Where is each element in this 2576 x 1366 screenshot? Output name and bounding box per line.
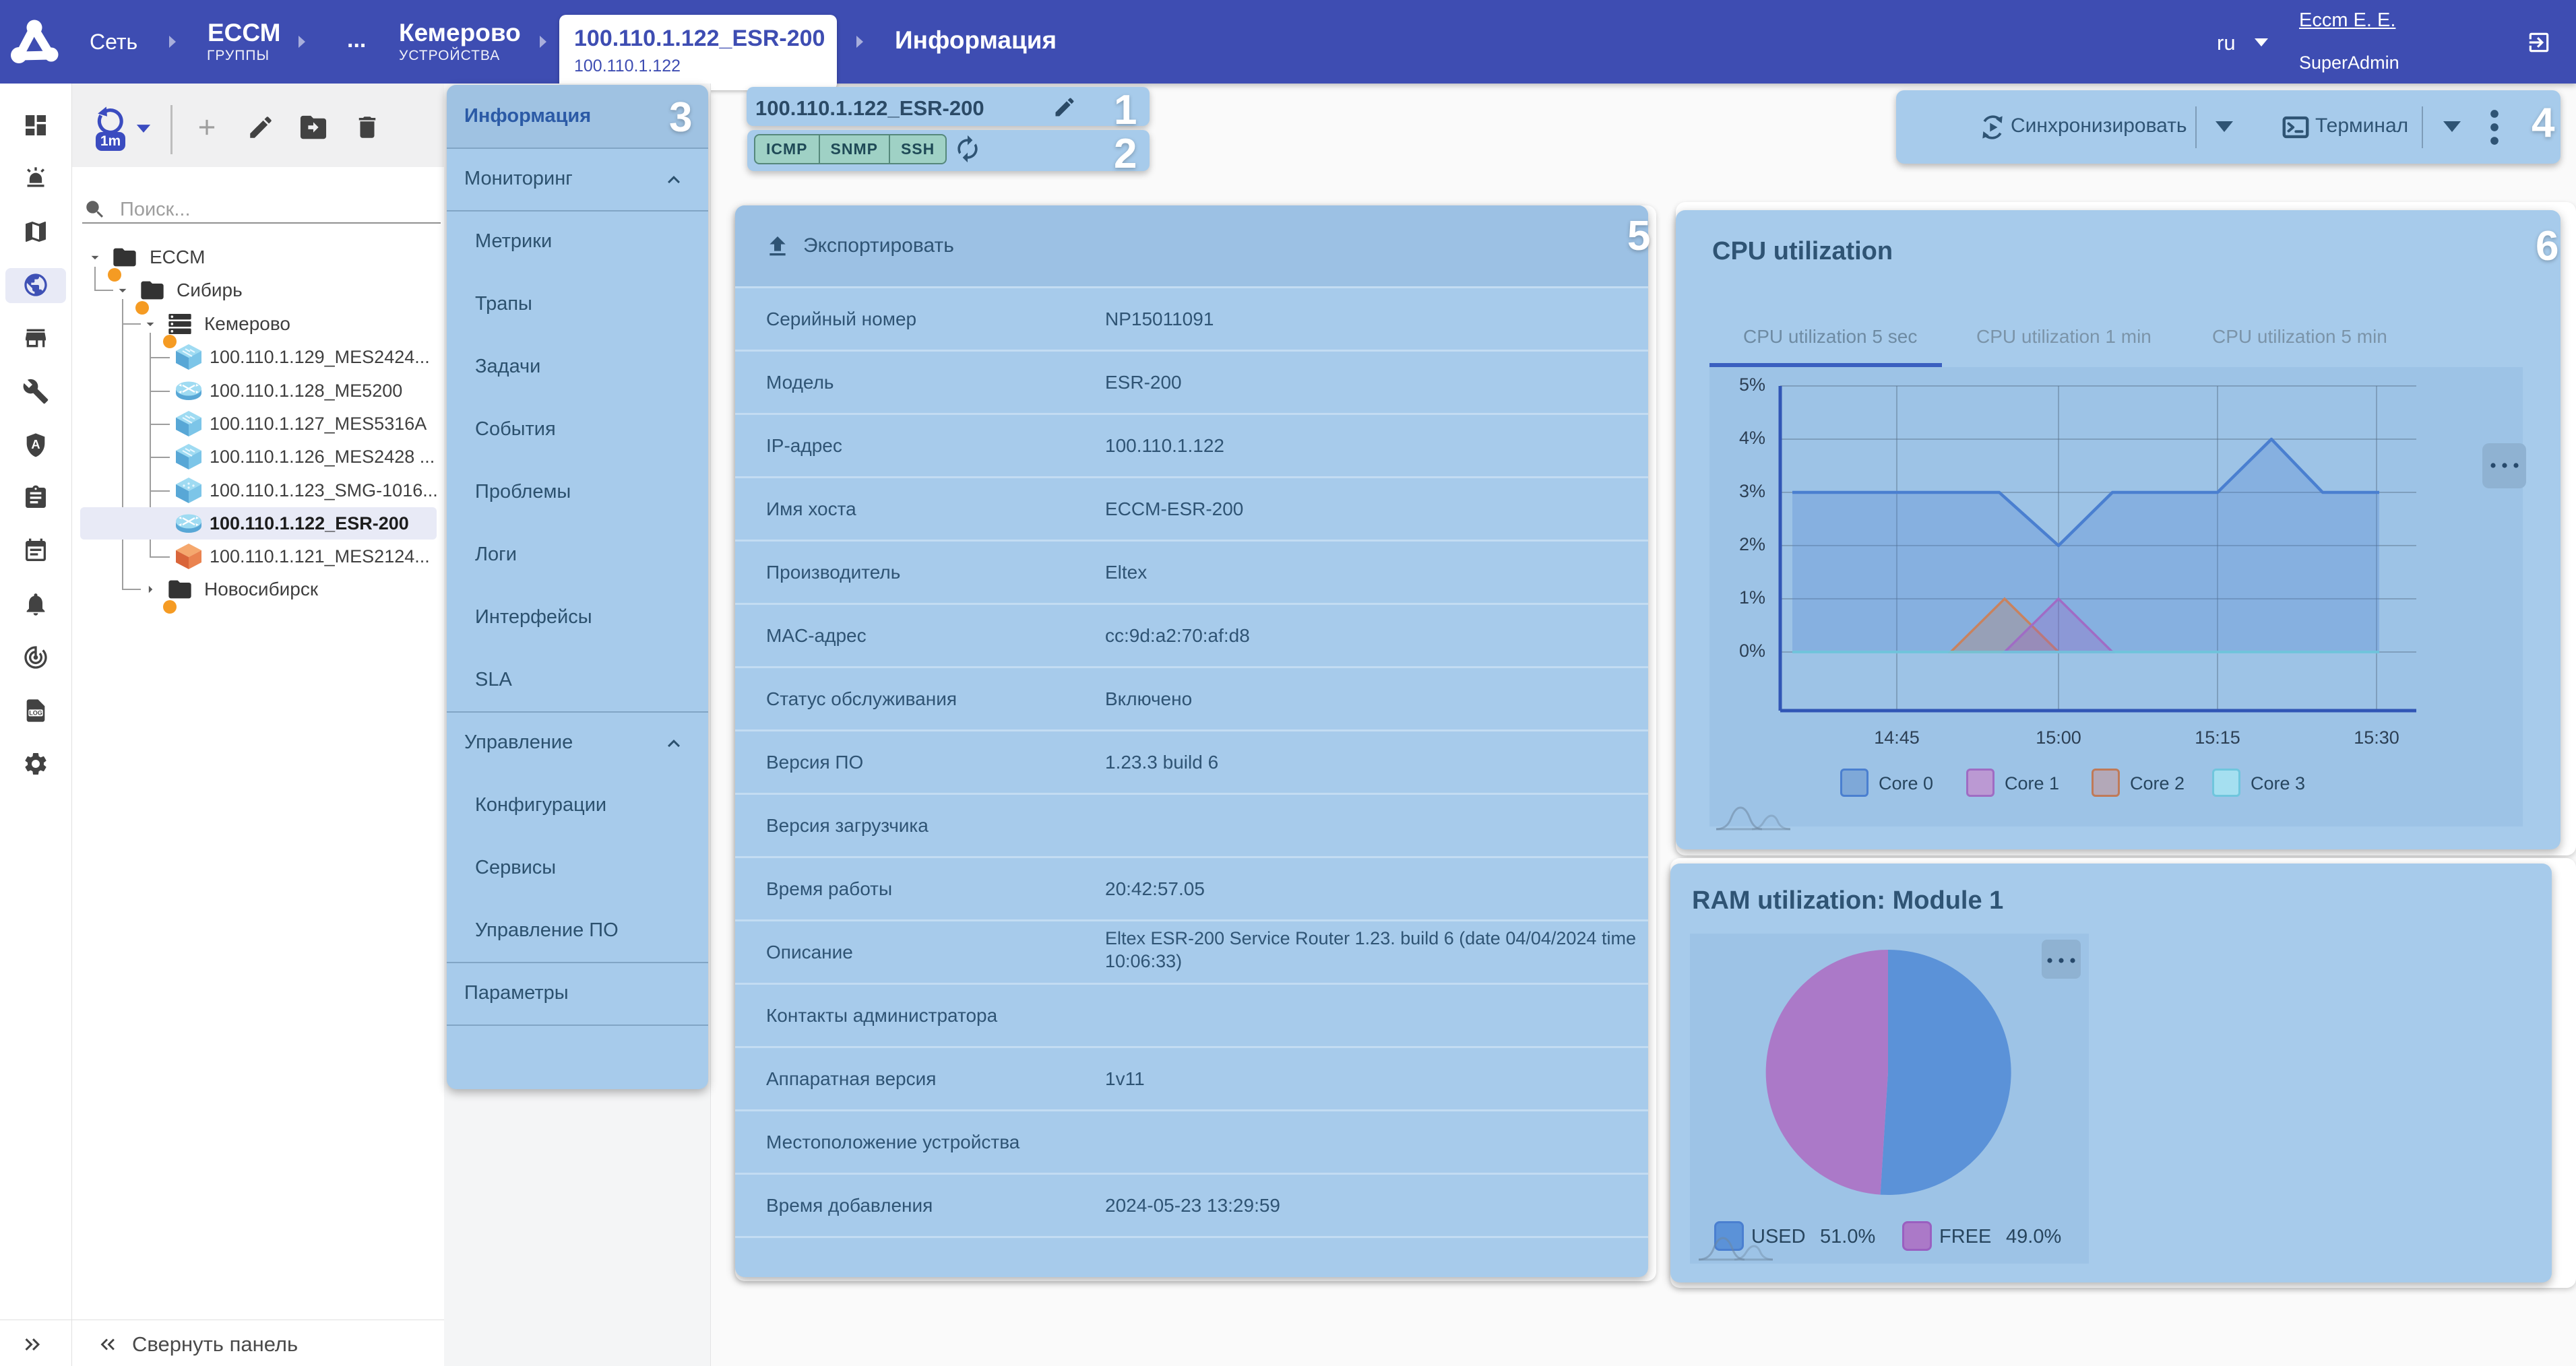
- svg-text:LOG: LOG: [29, 709, 42, 716]
- svg-text:A: A: [31, 437, 40, 451]
